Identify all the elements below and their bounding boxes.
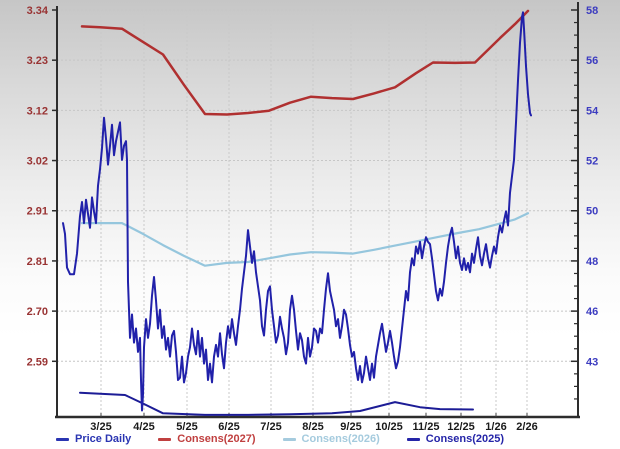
consens-2025-dash-icon [406, 437, 420, 441]
y-axis-left-label: 3.34 [27, 5, 49, 17]
series-line-price-daily [62, 11, 532, 412]
y-axis-right-label: 43 [586, 356, 598, 368]
y-axis-right-label: 52 [586, 156, 598, 168]
x-axis-label: 1/26 [485, 421, 506, 433]
x-axis-label: 8/25 [302, 421, 323, 433]
x-axis-label: 4/25 [133, 421, 154, 433]
legend-label: Price Daily [75, 433, 132, 445]
y-axis-right-label: 54 [586, 105, 599, 117]
x-axis-label: 2/26 [516, 421, 537, 433]
y-axis-right-label: 50 [586, 206, 598, 218]
price-daily-dash-icon [56, 437, 69, 441]
y-axis-right-label: 48 [586, 256, 598, 268]
legend-item-consens-2027: Consens(2027) [158, 433, 256, 445]
y-axis-right-label: 56 [586, 55, 598, 67]
x-axis-label: 7/25 [260, 421, 281, 433]
y-axis-left-label: 2.70 [27, 306, 48, 318]
x-axis-label: 12/25 [447, 421, 475, 433]
x-axis-label: 6/25 [218, 421, 239, 433]
legend-label: Consens(2026) [301, 433, 380, 445]
y-axis-left-label: 3.12 [27, 105, 48, 117]
y-axis-right-label: 46 [586, 306, 598, 318]
y-axis-left-label: 2.59 [27, 356, 48, 368]
legend-label: Consens(2025) [425, 433, 505, 445]
chart-legend: Price Daily Consens(2027) Consens(2026) … [56, 431, 504, 447]
legend-item-consens-2025: Consens(2025) [406, 433, 505, 445]
consens-2026-dash-icon [282, 437, 296, 441]
x-axis-label: 5/25 [176, 421, 197, 433]
series-line-consens-2026- [80, 212, 530, 267]
consens-2027-dash-icon [158, 437, 172, 441]
y-axis-right-label: 58 [586, 5, 598, 17]
legend-label: Consens(2027) [177, 433, 256, 445]
series-line-consens-2025- [79, 391, 474, 416]
x-axis-label: 10/25 [375, 421, 403, 433]
x-axis-label: 3/25 [90, 421, 111, 433]
x-axis-label: 9/25 [340, 421, 361, 433]
legend-item-consens-2026: Consens(2026) [282, 433, 380, 445]
y-axis-left-label: 3.02 [27, 156, 48, 168]
y-axis-left-label: 3.23 [27, 55, 48, 67]
x-axis-label: 11/25 [413, 421, 440, 433]
y-axis-left-label: 2.91 [27, 206, 48, 218]
series-line-consens-2027- [80, 9, 530, 116]
legend-item-price-daily: Price Daily [56, 433, 131, 445]
y-axis-left-label: 2.81 [27, 256, 48, 268]
